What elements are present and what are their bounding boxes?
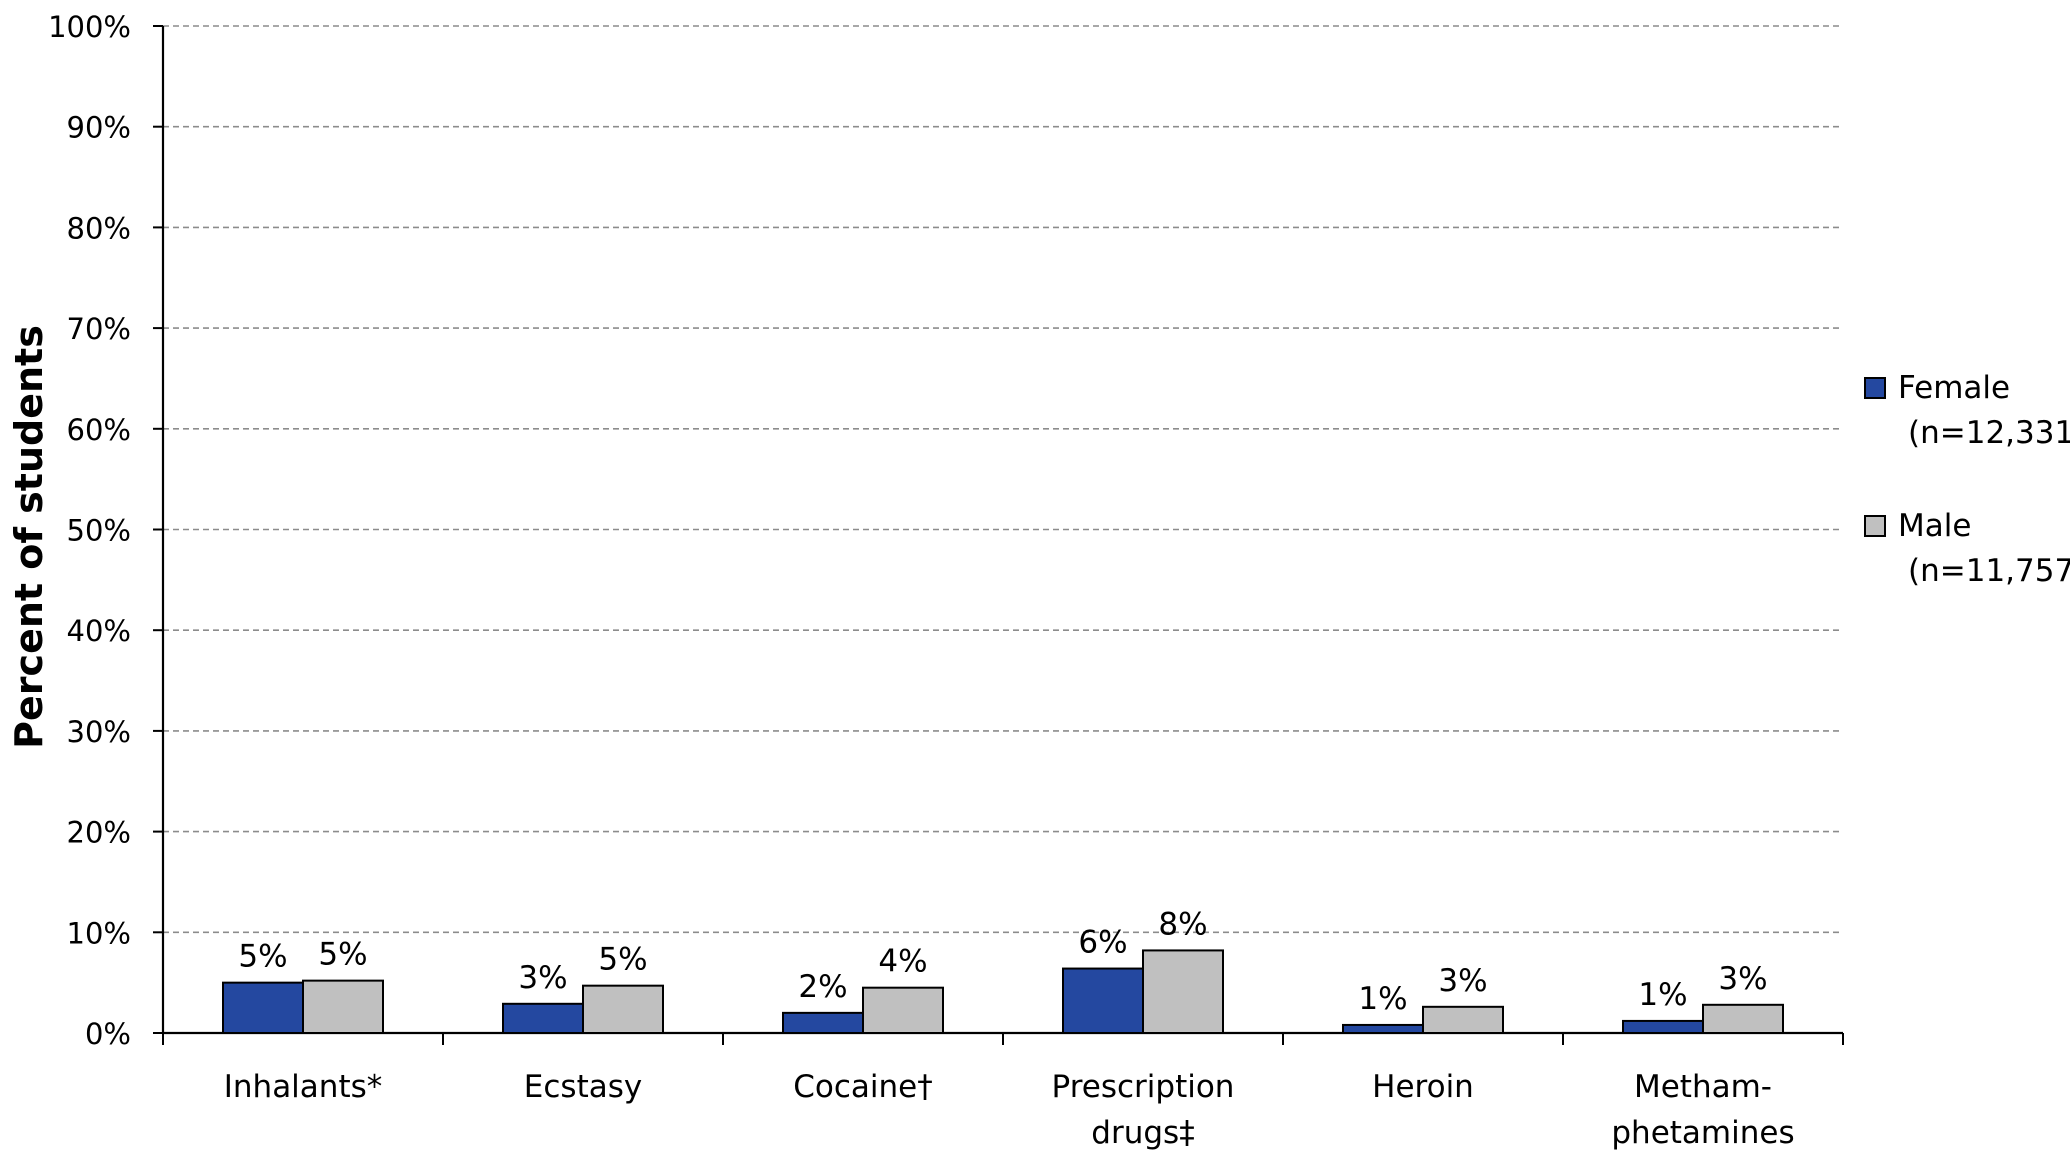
- bar: [782, 1011, 864, 1034]
- y-tick-label: 20%: [67, 816, 131, 850]
- bar: [302, 979, 384, 1034]
- legend-label: Female: [1898, 370, 2010, 406]
- bar: [1702, 1003, 1784, 1035]
- legend-sample-size: (n=11,757): [1908, 553, 2070, 589]
- x-category-label: Metham-phetamines: [1611, 1069, 1794, 1151]
- y-tick-label: 90%: [67, 111, 131, 145]
- bar: [1142, 949, 1224, 1035]
- data-label: 5%: [238, 939, 287, 975]
- y-tick-label: 10%: [67, 916, 131, 950]
- x-category-label: Ecstasy: [524, 1069, 642, 1105]
- legend-label: Male: [1898, 508, 1971, 544]
- y-tick-label: 50%: [67, 514, 131, 548]
- data-label: 5%: [318, 937, 367, 973]
- data-label: 2%: [798, 969, 847, 1005]
- data-label: 1%: [1358, 981, 1407, 1017]
- data-label: 3%: [518, 960, 567, 996]
- data-label: 3%: [1438, 963, 1487, 999]
- bar: [582, 984, 664, 1035]
- bar: [502, 1002, 584, 1034]
- bar: [1342, 1023, 1424, 1034]
- data-label: 4%: [878, 944, 927, 980]
- y-tick-label: 80%: [67, 211, 131, 245]
- data-label: 1%: [1638, 977, 1687, 1013]
- y-tick-label: 70%: [67, 312, 131, 346]
- legend: Female (n=12,331) Male (n=11,757): [1864, 370, 2070, 589]
- x-category-label: Prescription drugs‡: [1052, 1069, 1235, 1151]
- data-label: 3%: [1718, 961, 1767, 997]
- y-tick-label: 40%: [67, 614, 131, 648]
- bar: [1422, 1005, 1504, 1034]
- y-tick-label: 0%: [85, 1017, 131, 1051]
- bar: [1062, 967, 1144, 1034]
- gridlines: [163, 25, 1843, 934]
- bars: [222, 949, 1784, 1035]
- bar: [222, 981, 304, 1035]
- y-tick-label: 60%: [67, 413, 131, 447]
- data-label: 6%: [1078, 925, 1127, 961]
- legend-swatch: [1864, 377, 1886, 399]
- axes: 0% 10% 20% 30% 40% 50% 60% 70% 80% 90% 100% Inhalan…: [48, 10, 1844, 1151]
- y-tick-label: 30%: [67, 715, 131, 749]
- legend-swatch: [1864, 515, 1886, 537]
- data-label: 5%: [598, 942, 647, 978]
- x-category-label: Heroin: [1372, 1069, 1474, 1105]
- legend-sample-size: (n=12,331): [1908, 415, 2070, 451]
- y-tick-label: 100%: [48, 10, 131, 44]
- y-axis-title: Percent of students: [7, 325, 51, 749]
- x-category-label: Inhalants*: [224, 1069, 383, 1105]
- data-labels: 5% 3% 2% 6% 1% 1% 5% 5% 4% 8% 3% 3%: [238, 906, 1767, 1017]
- bar: [862, 986, 944, 1034]
- x-category-label: Cocaine†: [793, 1069, 933, 1105]
- data-label: 8%: [1158, 906, 1207, 942]
- bar: [1622, 1019, 1704, 1035]
